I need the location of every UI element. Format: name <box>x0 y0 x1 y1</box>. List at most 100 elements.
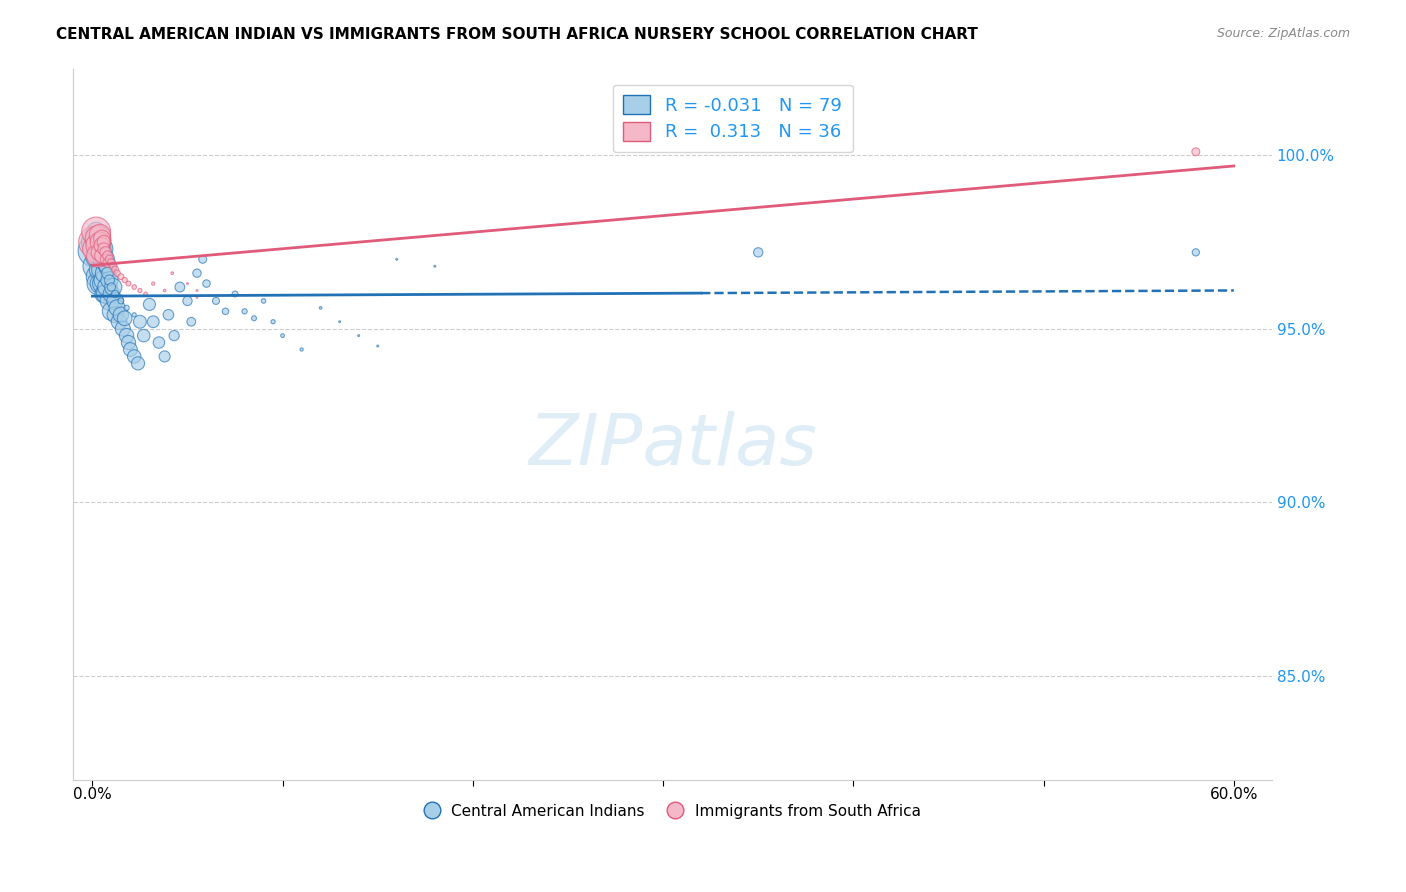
Point <box>162 266 184 280</box>
Point <box>84 225 107 239</box>
Point <box>291 343 314 357</box>
Point <box>103 280 125 294</box>
Point <box>87 231 110 245</box>
Point <box>84 259 107 273</box>
Point <box>94 287 117 301</box>
Point <box>186 266 208 280</box>
Point <box>205 293 228 308</box>
Point <box>108 315 131 329</box>
Point <box>87 249 110 263</box>
Point <box>122 350 145 364</box>
Point <box>87 231 110 245</box>
Point <box>180 315 202 329</box>
Point <box>142 277 165 291</box>
Point <box>97 259 120 273</box>
Point <box>747 245 769 260</box>
Point <box>97 256 120 270</box>
Point <box>115 301 138 315</box>
Point <box>127 356 149 370</box>
Point <box>191 252 214 267</box>
Point <box>129 284 152 298</box>
Text: 60.0%: 60.0% <box>1209 787 1258 802</box>
Point <box>271 328 294 343</box>
Point <box>186 284 208 298</box>
Point <box>114 311 136 326</box>
Point <box>93 252 115 267</box>
Point <box>90 231 112 245</box>
Point <box>87 249 110 263</box>
Point <box>110 293 132 308</box>
Point <box>104 287 127 301</box>
Point <box>87 277 110 291</box>
Point <box>89 235 111 249</box>
Point <box>90 238 112 252</box>
Point <box>122 280 145 294</box>
Point <box>93 242 115 256</box>
Point <box>163 328 186 343</box>
Point <box>214 304 236 318</box>
Point <box>98 273 121 287</box>
Point <box>104 293 127 308</box>
Point <box>90 249 112 263</box>
Point <box>90 277 112 291</box>
Point <box>153 284 176 298</box>
Point <box>262 315 284 329</box>
Point <box>87 238 110 252</box>
Point <box>138 297 160 311</box>
Point <box>115 328 138 343</box>
Point <box>100 256 122 270</box>
Point <box>89 245 111 260</box>
Point <box>100 304 122 318</box>
Point <box>84 225 107 239</box>
Point <box>142 315 165 329</box>
Point <box>132 328 155 343</box>
Point <box>105 266 128 280</box>
Point <box>153 350 176 364</box>
Point <box>329 315 352 329</box>
Point <box>97 266 120 280</box>
Point <box>94 266 117 280</box>
Point <box>94 259 117 273</box>
Point <box>89 262 111 277</box>
Point <box>233 304 256 318</box>
Point <box>104 262 127 277</box>
Point <box>93 287 115 301</box>
Text: CENTRAL AMERICAN INDIAN VS IMMIGRANTS FROM SOUTH AFRICA NURSERY SCHOOL CORRELATI: CENTRAL AMERICAN INDIAN VS IMMIGRANTS FR… <box>56 27 979 42</box>
Point <box>105 301 128 315</box>
Point <box>103 259 125 273</box>
Point <box>169 280 191 294</box>
Point <box>120 343 142 357</box>
Point <box>243 311 266 326</box>
Point <box>93 273 115 287</box>
Point <box>97 249 120 263</box>
Point <box>1184 245 1206 260</box>
Point <box>94 245 117 260</box>
Point <box>111 321 134 335</box>
Point <box>148 335 170 350</box>
Point <box>87 269 110 284</box>
Point <box>423 259 446 273</box>
Point <box>84 235 107 249</box>
Point <box>98 252 121 267</box>
Point <box>195 277 218 291</box>
Point <box>89 242 111 256</box>
Point <box>89 227 111 242</box>
Point <box>100 280 122 294</box>
Point <box>90 242 112 256</box>
Point <box>110 269 132 284</box>
Point <box>89 277 111 291</box>
Point <box>94 252 117 267</box>
Point <box>84 242 107 256</box>
Text: 0.0%: 0.0% <box>73 787 111 802</box>
Point <box>100 287 122 301</box>
Point <box>117 277 139 291</box>
Point <box>93 252 115 267</box>
Point <box>104 308 127 322</box>
Point <box>176 277 198 291</box>
Point <box>129 315 152 329</box>
Point <box>83 235 105 249</box>
Point <box>367 339 389 353</box>
Text: Source: ZipAtlas.com: Source: ZipAtlas.com <box>1216 27 1350 40</box>
Point <box>93 235 115 249</box>
Point <box>98 293 121 308</box>
